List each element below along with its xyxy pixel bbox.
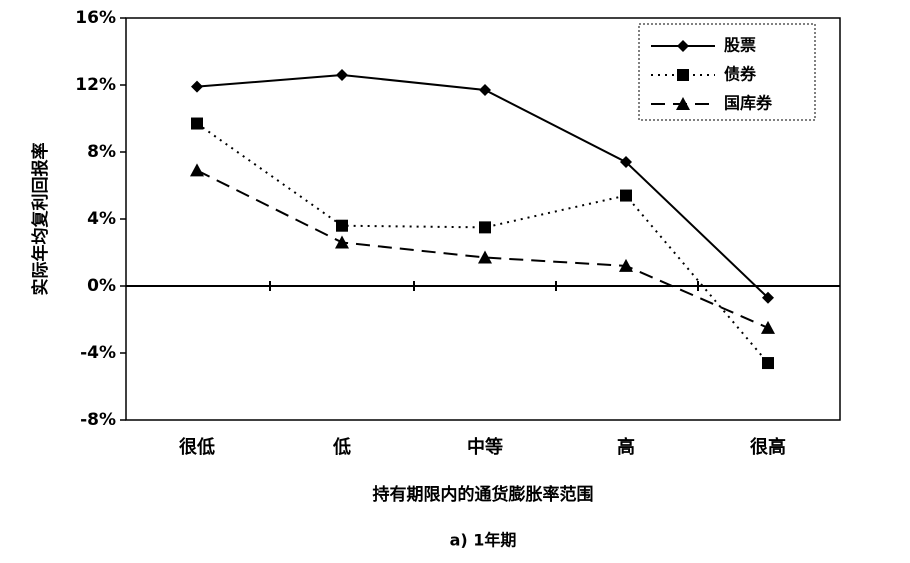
series-markers	[190, 68, 775, 370]
legend-marker-square	[677, 69, 689, 81]
data-point-diamond	[620, 156, 632, 169]
chart-caption: a) 1年期	[450, 531, 517, 550]
y-axis-title: 实际年均复利回报率	[30, 143, 51, 296]
x-category-labels: 很低 低 中等 高 很高	[179, 436, 786, 458]
y-tick-label: 16%	[75, 8, 116, 28]
y-tick-marks	[120, 17, 126, 421]
legend-label: 国库券	[724, 94, 773, 113]
data-point-diamond	[479, 84, 491, 97]
series-line-square	[196, 122, 769, 364]
data-point-diamond	[191, 80, 203, 93]
y-tick-label: 0%	[87, 276, 116, 296]
data-point-square	[762, 357, 774, 370]
data-point-triangle	[478, 250, 492, 264]
y-tick-label: 4%	[87, 209, 116, 229]
y-tick-label: 8%	[87, 142, 116, 162]
y-tick-label: -8%	[80, 410, 116, 430]
x-category-label: 低	[332, 436, 351, 458]
data-point-triangle	[619, 258, 633, 272]
data-point-square	[620, 189, 632, 202]
x-category-label: 高	[617, 436, 635, 458]
x-axis-title: 持有期限内的通货膨胀率范围	[373, 484, 594, 505]
legend-marker-diamond	[677, 40, 689, 52]
data-point-diamond	[336, 68, 348, 81]
data-point-square	[479, 221, 491, 234]
data-point-triangle	[190, 163, 204, 177]
series-line-triangle	[196, 169, 769, 329]
x-category-label: 很高	[750, 436, 786, 458]
legend-label: 股票	[724, 36, 756, 55]
y-tick-label: 12%	[75, 75, 116, 95]
x-category-label: 中等	[467, 436, 503, 458]
data-point-diamond	[762, 291, 774, 304]
x-tick-marks	[269, 281, 699, 291]
y-tick-labels: 16% 12% 8% 4% 0% -4% -8%	[75, 8, 116, 430]
legend-marker-triangle	[676, 97, 690, 110]
legend-label: 债券	[724, 65, 757, 84]
data-point-square	[191, 117, 203, 130]
data-point-square	[336, 219, 348, 232]
x-category-label: 很低	[179, 436, 215, 458]
legend-box	[638, 23, 816, 121]
data-point-triangle	[335, 235, 349, 249]
data-point-triangle	[761, 320, 775, 334]
y-tick-label: -4%	[80, 343, 116, 363]
